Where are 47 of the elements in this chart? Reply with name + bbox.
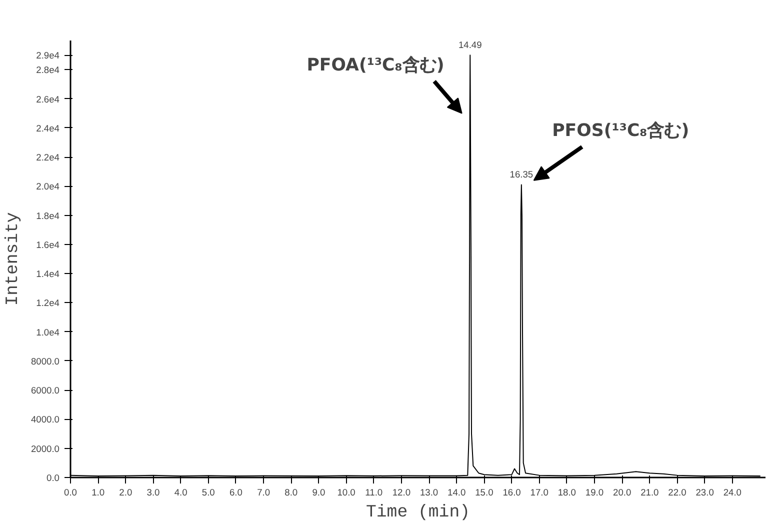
x-tick-label: 13.0 [420,488,438,498]
y-tick-label: 6000.0 [30,386,60,396]
x-tick-label: 8.0 [284,488,298,498]
y-tick-label: 1.0e4 [36,327,60,338]
x-tick-label: 3.0 [146,488,160,498]
x-tick-label: 16.0 [502,488,521,498]
x-tick-label: 17.0 [530,488,548,498]
x-tick-label: 6.0 [229,488,242,498]
y-tick-label: 2.6e4 [36,94,60,104]
y-tick-label: 0.0 [46,473,60,483]
x-tick-label: 5.0 [202,488,215,498]
x-tick-label: 14.0 [448,488,466,498]
x-tick-label: 18.0 [558,488,576,498]
x-tick-label: 4.0 [174,488,188,498]
y-tick-label: 1.8e4 [36,210,60,221]
y-tick-label: 1.2e4 [36,298,60,308]
x-tick-label: 15.0 [475,488,494,498]
y-tick-label: 1.6e4 [36,240,60,250]
annotation: PFOS(¹³C₈含む) [552,120,690,141]
annotation: PFOA(¹³C₈含む) [306,55,444,76]
y-tick-label: 2.9e4 [36,50,60,61]
y-tick-label: 2.8e4 [36,65,60,76]
x-tick-label: 24.0 [723,488,742,498]
y-tick-label: 2000.0 [30,444,60,454]
y-tick-label: 4000.0 [30,414,60,425]
y-tick-label: 1.4e4 [36,269,60,280]
annotation: 16.35 [510,170,534,180]
x-tick-label: 10.0 [337,488,356,498]
x-tick-label: 9.0 [312,488,326,498]
x-tick-label: 12.0 [392,488,411,498]
y-tick-label: 2.2e4 [36,152,60,163]
x-tick-label: 0.0 [64,488,77,498]
x-axis-title: Time (min) [366,504,470,522]
annotation: 14.49 [458,40,482,50]
x-tick-label: 20.0 [613,488,632,498]
x-tick-label: 22.0 [668,488,686,498]
x-tick-label: 19.0 [585,488,604,498]
y-tick-label: 2.4e4 [36,123,60,134]
y-tick-label: 2.0e4 [36,182,60,192]
y-axis-title: Intensity [4,212,23,306]
x-tick-label: 7.0 [257,488,270,498]
x-tick-label: 2.0 [119,488,132,498]
y-tick-label: 8000.0 [30,356,60,366]
x-tick-label: 21.0 [640,488,659,498]
x-tick-label: 11.0 [365,488,383,498]
x-tick-label: 1.0 [92,488,105,498]
x-tick-label: 23.0 [696,488,714,498]
